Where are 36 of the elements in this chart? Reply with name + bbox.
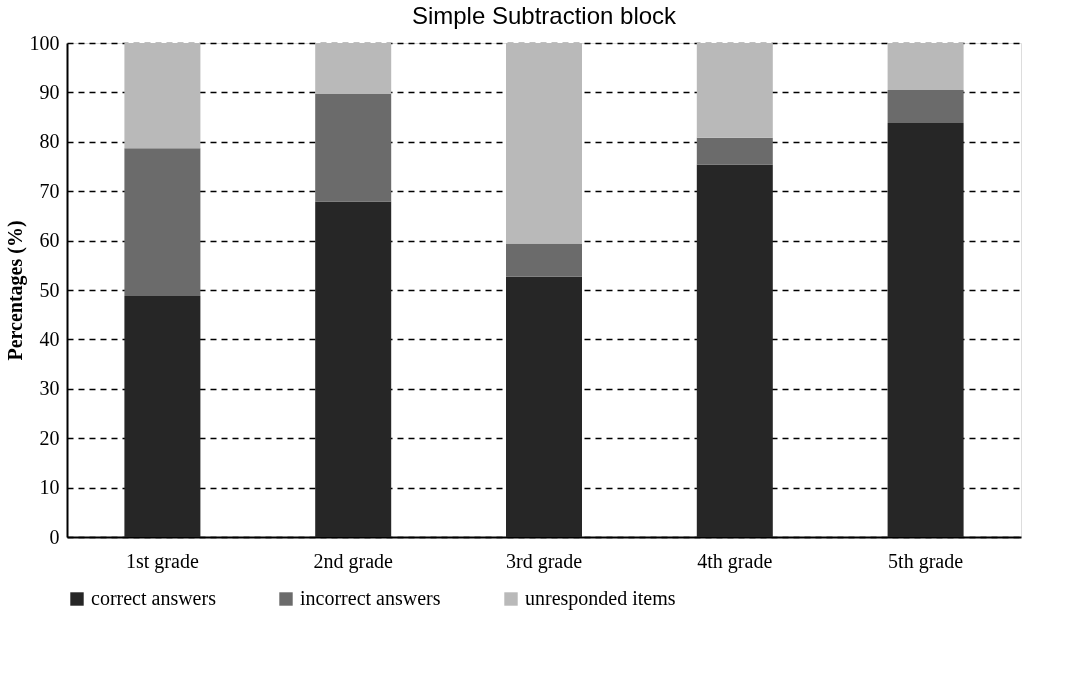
bar (887, 89, 964, 124)
bar (506, 276, 582, 537)
x-tick-label: 1st grade (126, 549, 199, 573)
y-tick-label: 70 (39, 179, 60, 202)
y-tick-label: 80 (39, 130, 60, 153)
bar (696, 164, 773, 537)
chart-title: Simple Subtraction block (411, 2, 678, 29)
y-tick-label: 40 (39, 327, 60, 350)
legend-label: unresponded items (525, 587, 676, 610)
bar (887, 43, 964, 90)
bar (315, 201, 392, 537)
y-tick-label: 50 (39, 278, 60, 301)
x-tick-label: 5th grade (888, 549, 964, 573)
y-tick-label: 0 (49, 525, 60, 548)
y-tick-label: 60 (39, 229, 60, 252)
x-tick-label: 3rd grade (505, 549, 583, 573)
y-tick-label: 100 (29, 31, 60, 54)
x-tick-label: 2nd grade (313, 549, 394, 573)
y-axis-title: Percentages (%) (3, 220, 27, 361)
bar (887, 123, 964, 537)
bar (506, 43, 582, 244)
legend-label: incorrect answers (300, 587, 441, 609)
legend-label: correct answers (91, 587, 217, 609)
y-tick-label: 20 (39, 426, 60, 449)
bar (315, 43, 392, 94)
x-tick-label: 4th grade (697, 549, 773, 573)
bar (696, 43, 773, 138)
bar (124, 148, 201, 296)
bar (124, 43, 201, 149)
bar (506, 243, 582, 277)
y-tick-label: 10 (39, 476, 60, 499)
bar (124, 295, 201, 537)
y-tick-label: 30 (39, 377, 60, 400)
y-tick-label: 90 (39, 80, 60, 103)
bar (696, 137, 773, 165)
bar (315, 93, 392, 202)
